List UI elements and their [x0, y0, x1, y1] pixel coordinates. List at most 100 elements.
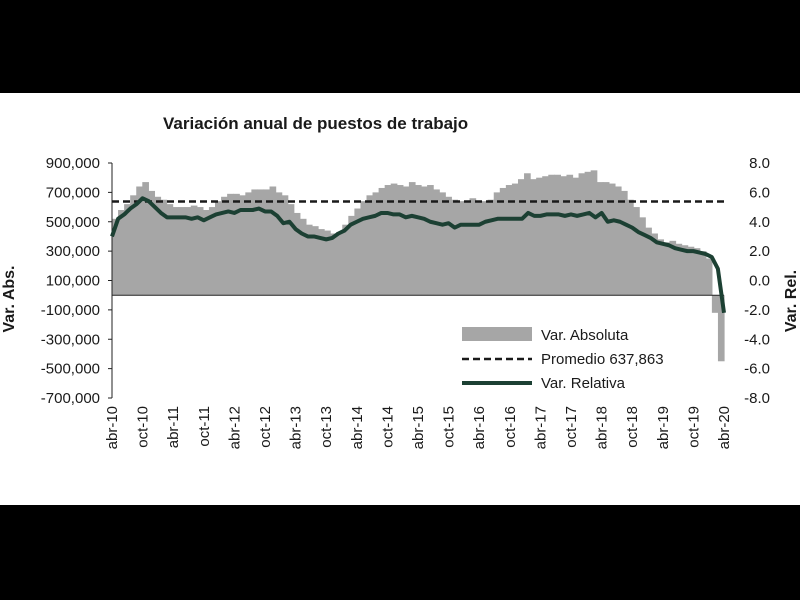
y-left-tick-label: -100,000 [41, 302, 100, 319]
bar [657, 239, 665, 296]
x-tick-label: abr-18 [594, 406, 611, 449]
bar [463, 201, 471, 296]
bar [269, 186, 277, 296]
bar [330, 233, 337, 296]
bar [511, 183, 519, 296]
x-tick-label: oct-17 [563, 406, 580, 448]
bar [627, 199, 634, 296]
y-left-tick-label: -500,000 [41, 361, 100, 378]
bar [699, 251, 707, 296]
bar [421, 186, 428, 296]
bar [475, 201, 483, 296]
bar [378, 187, 386, 296]
bar [342, 224, 349, 296]
bar [112, 218, 119, 296]
legend-swatch-absoluta [462, 327, 532, 341]
bar [372, 192, 380, 296]
bar [172, 207, 180, 296]
bar [166, 204, 174, 296]
bar [263, 189, 271, 296]
bar [451, 199, 458, 296]
y-left-tick-label: 500,000 [46, 214, 100, 231]
x-tick-label: abr-11 [165, 406, 182, 448]
bar [281, 195, 289, 296]
bar [299, 218, 307, 296]
bar [614, 186, 622, 296]
x-tick-label: oct-19 [685, 406, 702, 448]
x-tick-label: oct-13 [318, 406, 335, 448]
y-right-tick-label: -8.0 [744, 390, 770, 407]
bar [336, 232, 343, 296]
bars-layer [112, 170, 725, 362]
y-left-tick-label: -300,000 [41, 331, 100, 348]
bar [402, 186, 410, 296]
y-axis-left-label: Var. Abs. [1, 266, 18, 333]
y-right-tick-label: -2.0 [744, 302, 770, 319]
bar [717, 295, 725, 362]
bar [384, 185, 392, 296]
line-layer [110, 196, 726, 314]
bar [675, 243, 683, 296]
bar [554, 174, 561, 296]
bar [711, 295, 719, 313]
bar [257, 189, 265, 296]
bar [693, 248, 701, 296]
bar [651, 233, 658, 296]
x-tick-label: oct-14 [379, 406, 396, 448]
y-right-tick-label: 8.0 [749, 155, 770, 172]
bar [663, 242, 671, 296]
bar [293, 212, 301, 296]
bar [530, 179, 537, 296]
bar [208, 207, 216, 296]
bar [227, 193, 234, 296]
bar [221, 196, 228, 296]
y-right-tick-label: 0.0 [749, 273, 770, 290]
bar [160, 199, 168, 296]
bar [148, 190, 156, 296]
x-tick-label: oct-15 [441, 406, 458, 448]
x-tick-label: abr-15 [410, 406, 427, 449]
bar [366, 195, 374, 296]
bar [360, 201, 368, 296]
y-left-tick-label: 100,000 [46, 273, 100, 290]
bar [202, 210, 210, 296]
x-tick-label: oct-11 [196, 406, 213, 447]
bar [196, 207, 204, 296]
bar [457, 201, 465, 296]
bar [536, 177, 543, 296]
bar [566, 174, 574, 296]
bar [287, 204, 295, 296]
bar [469, 198, 477, 296]
bar [645, 227, 652, 296]
bar [687, 246, 695, 296]
bar [396, 185, 404, 296]
x-tick-label: abr-20 [716, 406, 733, 449]
bar [548, 174, 555, 296]
bar [560, 176, 568, 296]
y-axis-left-ticks: 900,000 700,000 500,000 300,000 100,000 -100,… [41, 155, 100, 407]
legend-label-absoluta: Var. Absoluta [541, 327, 629, 344]
bar [118, 210, 125, 296]
bar [311, 226, 319, 296]
bar [517, 179, 525, 296]
bar [408, 182, 416, 296]
x-tick-label: oct-16 [502, 406, 519, 448]
bar [481, 201, 489, 296]
bar [602, 182, 610, 296]
x-tick-label: abr-13 [288, 406, 305, 449]
bar [524, 173, 531, 296]
bar [215, 201, 222, 296]
legend: Var. Absoluta Promedio 637,863 Var. Rela… [462, 327, 664, 392]
bar [245, 192, 252, 296]
x-tick-label: abr-12 [226, 406, 243, 449]
bar [130, 195, 137, 296]
x-tick-label: oct-12 [257, 406, 274, 448]
bar [190, 205, 198, 296]
bar [142, 182, 149, 296]
bar [633, 207, 640, 296]
bar [590, 170, 598, 296]
x-axis-ticks: abr-10 oct-10 abr-11 oct-11 abr-12 oct-12 abr-… [104, 406, 733, 449]
bar [499, 187, 507, 296]
legend-label-promedio: Promedio 637,863 [541, 351, 664, 368]
y-right-tick-label: 6.0 [749, 184, 770, 201]
